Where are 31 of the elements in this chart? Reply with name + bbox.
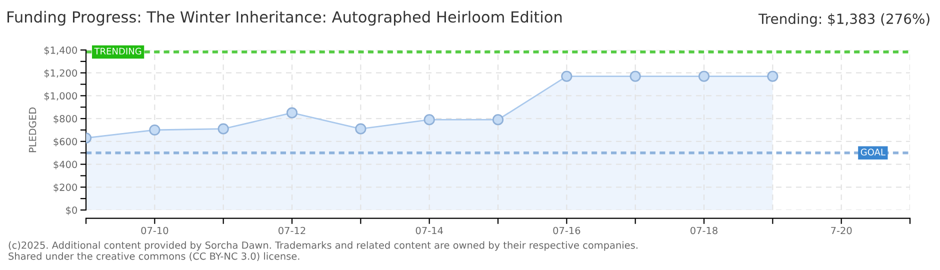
text: Trending: $1,383 (276%) (758, 13, 930, 27)
ref-line-label: GOAL (860, 148, 886, 156)
point (698, 70, 710, 82)
y-tick-label: $600 (54, 138, 78, 147)
text: (c)2025. Additional content provided by Sorcha Dawn. Trademarks and related content are owned by their respective companies. (8, 241, 638, 251)
chart-title: Funding Progress: The Winter Inheritance: Autographed Heirloom Edition (8, 10, 562, 26)
point (149, 124, 160, 136)
x-tick-label: 07-16 (553, 226, 580, 234)
x-tick-label: 07-14 (416, 226, 443, 234)
y-axis-title: PLEDGED (28, 108, 36, 152)
point (218, 123, 229, 134)
point (767, 70, 778, 82)
x-tick-label: 07-12 (278, 226, 306, 234)
point (492, 114, 504, 126)
y-tick-label: $400 (54, 160, 78, 170)
x-tick-label: 7-20 (831, 226, 852, 234)
x-tick-label: 07-10 (141, 226, 168, 234)
point (286, 107, 298, 118)
point (630, 70, 641, 82)
y-tick-label: $800 (54, 114, 78, 124)
ref-line-label: TRENDING (94, 48, 142, 55)
y-tick-label: $1,200 (44, 69, 78, 78)
point (561, 70, 572, 82)
y-tick-label: $1,400 (44, 46, 78, 56)
y-tick-label: $200 (54, 183, 78, 192)
point (355, 123, 366, 134)
x-tick-label: 07-18 (690, 226, 718, 234)
y-tick-label: $1,000 (44, 92, 78, 101)
point (424, 114, 435, 126)
y-tick-label: $0 (66, 206, 78, 216)
text: Shared under the creative commons (CC BY-NC 3.0) license. (8, 252, 300, 261)
